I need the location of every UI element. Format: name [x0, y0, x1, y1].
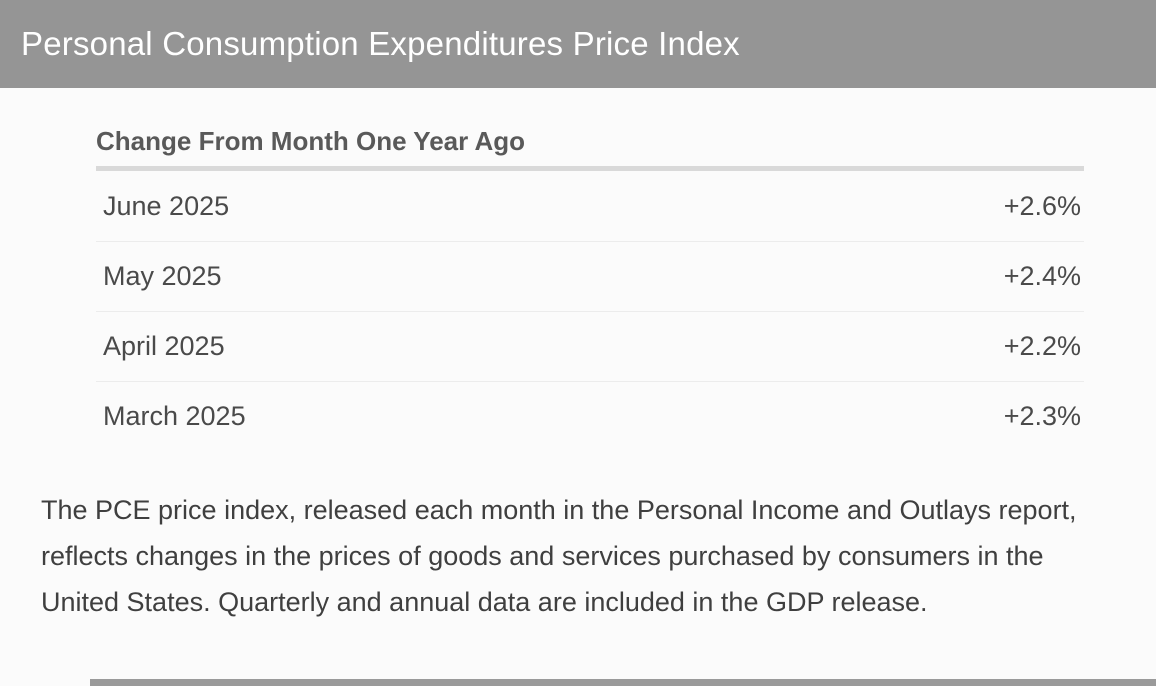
row-month-label: March 2025 — [103, 401, 246, 431]
table-row: May 2025 +2.4% — [96, 241, 1084, 311]
page-header-bar: Personal Consumption Expenditures Price … — [0, 0, 1156, 88]
change-table-section: Change From Month One Year Ago June 2025… — [96, 126, 1084, 451]
row-change-value: +2.2% — [1003, 331, 1081, 361]
row-change-value: +2.6% — [1003, 190, 1081, 221]
pce-description: The PCE price index, released each month… — [41, 495, 1077, 617]
row-change-value: +2.4% — [1003, 261, 1081, 291]
row-month-label: May 2025 — [103, 261, 222, 291]
page-title: Personal Consumption Expenditures Price … — [21, 25, 740, 62]
row-month-label: June 2025 — [103, 190, 230, 221]
row-change-value: +2.3% — [1003, 401, 1081, 431]
change-table: June 2025 +2.6% May 2025 +2.4% April 202… — [96, 171, 1084, 451]
next-section-bar-edge — [90, 679, 1156, 686]
table-title: Change From Month One Year Ago — [96, 126, 1084, 171]
table-row: April 2025 +2.2% — [96, 311, 1084, 381]
table-row: March 2025 +2.3% — [96, 381, 1084, 451]
table-row: June 2025 +2.6% — [96, 171, 1084, 241]
row-month-label: April 2025 — [103, 331, 225, 361]
